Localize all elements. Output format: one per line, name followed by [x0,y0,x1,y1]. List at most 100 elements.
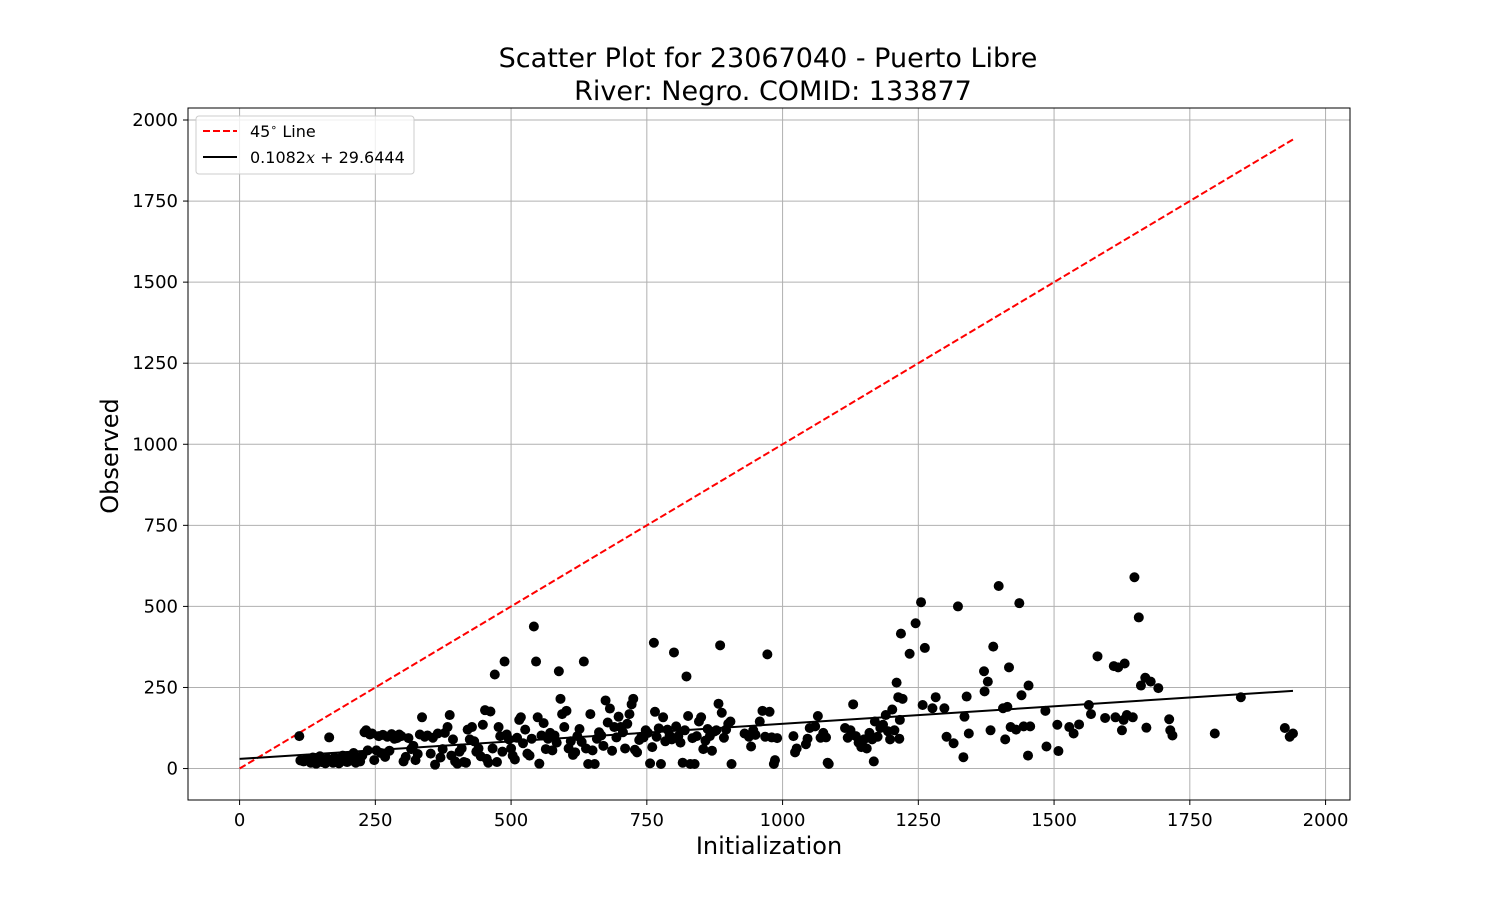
data-point [587,745,598,756]
data-point [604,703,615,714]
data-point [651,731,662,742]
data-point [1287,728,1298,739]
data-point [607,745,618,756]
data-point [658,712,669,723]
data-point [485,706,496,717]
data-point [559,722,570,733]
data-point [435,752,446,763]
y-tick-label: 0 [167,759,178,780]
data-point [617,727,628,738]
data-point [600,695,611,706]
data-point [1085,709,1096,720]
x-tick-label: 1750 [1167,810,1213,831]
data-point [466,722,477,733]
data-point [461,757,472,768]
data-point [647,742,658,753]
data-point [456,743,467,754]
data-point [872,731,883,742]
x-axis-ticks: 0 250 500 750 1000 1250 1500 1750 2000 [234,800,1348,831]
data-point [613,711,624,722]
data-point [671,721,682,732]
data-point [706,745,717,756]
plot-frame [187,107,1351,801]
data-point [762,649,773,660]
data-point [788,731,799,742]
data-point [713,698,724,709]
data-point [551,737,562,748]
data-point [561,705,572,716]
y-tick-label: 500 [144,596,178,617]
data-point [764,706,775,717]
legend-label-identity-line: 45∘ Line [250,121,316,141]
data-point [1052,719,1063,730]
data-point [823,759,834,770]
data-point [880,710,891,721]
data-point [1235,692,1246,703]
data-point [408,740,419,751]
data-point [677,757,688,768]
legend-identity-number: 45 [250,122,270,141]
data-point [718,732,729,743]
data-point [1167,730,1178,741]
x-tick-label: 500 [494,810,528,831]
data-point [1014,598,1025,609]
data-point [861,743,872,754]
data-point [982,676,993,687]
data-point [895,628,906,639]
data-point [1127,712,1138,723]
data-point [952,601,963,612]
data-point [675,737,686,748]
data-point [526,733,537,744]
data-point [1116,725,1127,736]
data-point [1153,683,1164,694]
data-point [645,758,656,769]
data-point [430,759,441,770]
data-point [1100,712,1111,723]
data-point [988,641,999,652]
data-point [979,686,990,697]
data-point [812,711,823,722]
data-point [1083,699,1094,710]
data-point [362,745,373,756]
data-point [538,718,549,729]
data-point [668,647,679,658]
data-point [930,692,941,703]
legend-identity-word: Line [277,122,315,141]
x-tick-label: 750 [630,810,664,831]
data-point [725,716,736,727]
data-point [1000,734,1011,745]
y-tick-label: 250 [144,677,178,698]
data-point [649,706,660,717]
legend-label-fit-line: 0.1082x + 29.6444 [250,148,405,167]
legend-box [195,115,415,175]
data-point [624,709,635,720]
legend-fit-x: x [306,148,315,167]
data-point [917,699,928,710]
data-point [574,723,585,734]
data-point [622,718,633,729]
data-point [689,759,700,770]
data-point [711,725,722,736]
data-point [821,732,832,743]
data-point [993,580,1004,591]
data-point [939,703,950,714]
data-point [1164,714,1175,725]
data-point [698,744,709,755]
data-point [958,752,969,763]
data-point [1133,612,1144,623]
data-point [941,731,952,742]
data-point [894,714,905,725]
data-point [400,751,411,762]
data-point [885,734,896,745]
data-point [444,710,455,721]
x-axis-label: Initialization [696,832,842,860]
data-point [919,642,930,653]
data-point [642,727,653,738]
data-point [515,712,526,723]
data-point [1135,680,1146,691]
data-point [1011,724,1022,735]
data-point [1068,728,1079,739]
legend-fit-intercept: + 29.6444 [315,148,405,167]
data-point [499,656,510,667]
